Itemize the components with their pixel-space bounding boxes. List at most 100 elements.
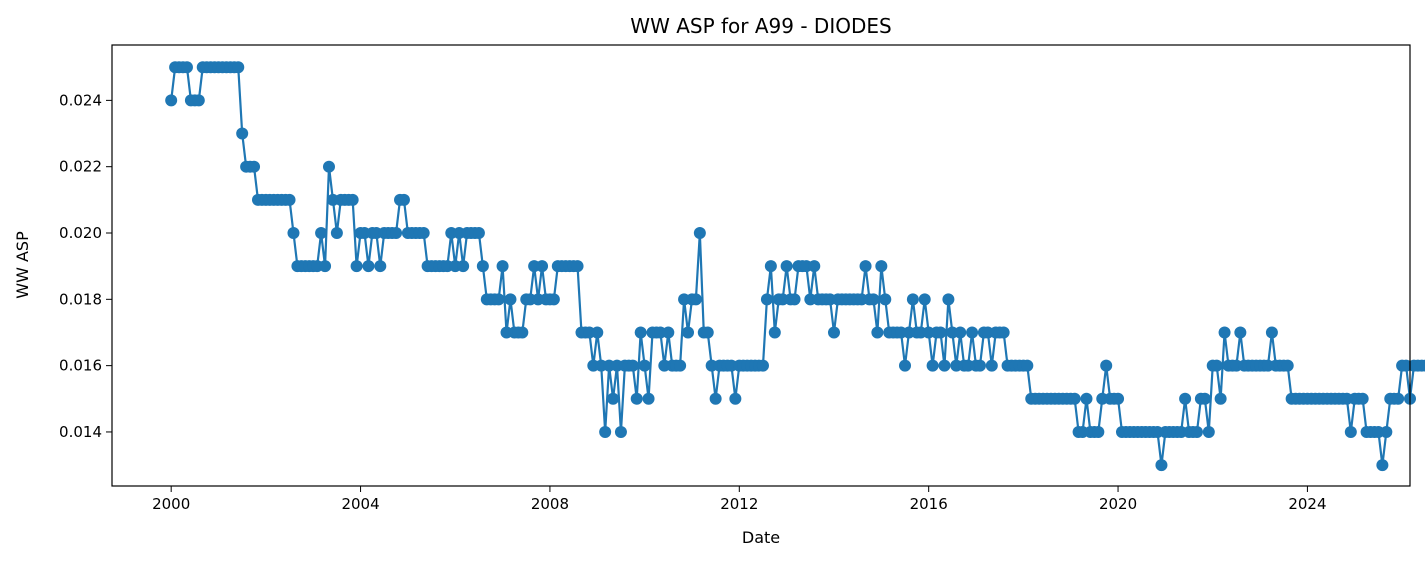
plot-frame: [111, 44, 1411, 487]
data-point: [859, 260, 872, 273]
data-point: [1210, 359, 1223, 372]
x-tick-label: 2020: [1099, 495, 1137, 513]
data-point: [591, 326, 604, 339]
data-point: [918, 293, 931, 306]
data-point: [709, 392, 722, 405]
data-point: [457, 260, 470, 273]
data-point: [973, 359, 986, 372]
data-point: [642, 392, 655, 405]
data-point: [954, 326, 967, 339]
data-point: [1419, 359, 1425, 372]
data-point: [966, 326, 979, 339]
data-point: [630, 392, 643, 405]
data-point: [322, 160, 335, 173]
data-point: [476, 260, 489, 273]
x-tick-label: 2000: [152, 495, 190, 513]
x-tick-label: 2016: [910, 495, 948, 513]
data-point: [330, 227, 343, 240]
data-point: [938, 359, 951, 372]
y-tick-label: 0.022: [59, 158, 102, 176]
data-point: [871, 326, 884, 339]
y-tick-label: 0.024: [59, 91, 102, 109]
data-point: [674, 359, 687, 372]
data-point: [875, 260, 888, 273]
data-point: [319, 260, 332, 273]
data-point: [1218, 326, 1231, 339]
data-point: [701, 326, 714, 339]
data-point: [1080, 392, 1093, 405]
y-tick-label: 0.016: [59, 357, 102, 375]
data-point: [362, 260, 375, 273]
plot-area: [165, 61, 1425, 472]
data-point: [236, 127, 249, 140]
data-point: [232, 61, 245, 74]
data-point: [1068, 392, 1081, 405]
data-point: [693, 227, 706, 240]
x-tick-label: 2004: [341, 495, 379, 513]
data-point: [390, 227, 403, 240]
y-tick-label: 0.018: [59, 290, 102, 308]
data-point: [1234, 326, 1247, 339]
data-point: [547, 293, 560, 306]
y-axis-label: WW ASP: [13, 231, 32, 299]
data-point: [780, 260, 793, 273]
data-point: [1344, 425, 1357, 438]
data-point: [397, 193, 410, 206]
data-point: [417, 227, 430, 240]
data-point: [1092, 425, 1105, 438]
data-point: [1198, 392, 1211, 405]
data-point: [1202, 425, 1215, 438]
data-point: [942, 293, 955, 306]
data-point: [1190, 425, 1203, 438]
x-tick-label: 2008: [531, 495, 569, 513]
data-point: [626, 359, 639, 372]
data-point: [906, 293, 919, 306]
data-point: [536, 260, 549, 273]
data-point: [867, 293, 880, 306]
chart-title: WW ASP for A99 - DIODES: [630, 14, 891, 38]
data-point: [472, 227, 485, 240]
data-point: [756, 359, 769, 372]
x-axis-label: Date: [742, 528, 780, 547]
data-point: [634, 326, 647, 339]
data-point: [1021, 359, 1034, 372]
data-point: [1376, 459, 1389, 472]
y-tick-label: 0.014: [59, 423, 102, 441]
data-point: [1112, 392, 1125, 405]
data-point: [1356, 392, 1369, 405]
data-point: [729, 392, 742, 405]
data-point: [682, 326, 695, 339]
data-point: [764, 260, 777, 273]
data-point: [248, 160, 261, 173]
data-point: [346, 193, 359, 206]
data-point: [315, 227, 328, 240]
data-point: [571, 260, 584, 273]
data-point: [1380, 425, 1393, 438]
data-point: [827, 326, 840, 339]
data-point: [1265, 326, 1278, 339]
data-point: [607, 392, 620, 405]
data-point: [1100, 359, 1113, 372]
data-point: [614, 425, 627, 438]
data-point: [180, 61, 193, 74]
y-tick-label: 0.020: [59, 224, 102, 242]
data-point: [788, 293, 801, 306]
data-point: [808, 260, 821, 273]
data-point: [985, 359, 998, 372]
data-point: [997, 326, 1010, 339]
data-point: [287, 227, 300, 240]
data-point: [934, 326, 947, 339]
data-point: [192, 94, 205, 107]
data-point: [1214, 392, 1227, 405]
x-tick-label: 2012: [720, 495, 758, 513]
data-point: [496, 260, 509, 273]
data-point: [350, 260, 363, 273]
y-axis: 0.014 0.016 0.018 0.020 0.022 0.024: [59, 91, 112, 441]
data-point: [768, 326, 781, 339]
x-tick-label: 2024: [1288, 495, 1326, 513]
data-point: [662, 326, 675, 339]
data-point: [1281, 359, 1294, 372]
data-point: [492, 293, 505, 306]
data-point: [879, 293, 892, 306]
